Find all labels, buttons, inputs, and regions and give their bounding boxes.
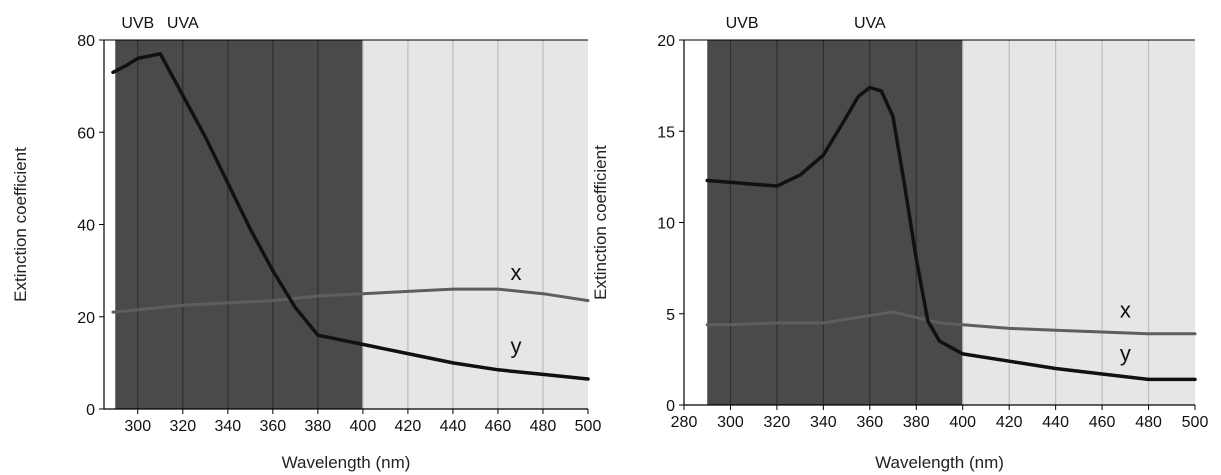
x-axis-title: Wavelength (nm): [875, 453, 1004, 472]
x-tick-label: 300: [717, 414, 744, 431]
y-tick-label: 20: [657, 33, 675, 50]
region-visible: [362, 40, 588, 409]
x-tick-label: 500: [1182, 414, 1209, 431]
x-tick-label: 320: [764, 414, 791, 431]
series-line-x: [705, 310, 1197, 336]
y-axis-title: Extinction coefficient: [591, 145, 610, 300]
region-uv: [115, 40, 363, 409]
region-uv: [707, 40, 963, 405]
chart-2: 0 5 10 15 20 280 300 320 340 360 380 400 420 440 460 48…: [591, 15, 1208, 472]
y-axis-title: Extinction coefficient: [11, 147, 30, 302]
x-tick-label: 380: [305, 418, 332, 435]
y-tick-label: 15: [657, 124, 675, 141]
x-tick-label: 400: [350, 418, 377, 435]
series-label-y: y: [1120, 341, 1131, 366]
region-label-uva: UVA: [167, 15, 199, 32]
x-tick-label: 460: [1089, 414, 1116, 431]
x-tick-label: 340: [214, 418, 241, 435]
y-tick-label: 20: [77, 310, 95, 327]
y-tick-label: 5: [666, 307, 675, 324]
y-tick-label: 80: [77, 33, 95, 50]
x-tick-label: 360: [856, 414, 883, 431]
series-line-y: [705, 85, 1197, 382]
x-tick-label: 320: [169, 418, 196, 435]
y-tick-label: 0: [86, 402, 95, 419]
y-tick-label: 10: [657, 216, 675, 233]
x-tick-label: 500: [575, 418, 602, 435]
region-visible: [962, 40, 1195, 405]
series-line-x: [111, 287, 590, 314]
x-tick-label: 440: [440, 418, 467, 435]
x-tick-label: 300: [124, 418, 151, 435]
x-tick-label: 280: [671, 414, 698, 431]
y-tick-label: 40: [77, 218, 95, 235]
x-tick-label: 480: [1135, 414, 1162, 431]
x-tick-label: 480: [530, 418, 557, 435]
region-label-uvb: UVB: [726, 15, 759, 32]
series-line-y: [111, 52, 590, 381]
x-tick-label: 440: [1042, 414, 1069, 431]
x-tick-label: 400: [949, 414, 976, 431]
y-tick-label: 60: [77, 125, 95, 142]
x-tick-label: 340: [810, 414, 837, 431]
x-tick-label: 360: [259, 418, 286, 435]
chart-1: 0 20 40 60 80 300 320 340 360 380 400 420 440 460 480 5…: [11, 15, 601, 472]
x-tick-label: 460: [485, 418, 512, 435]
region-label-uva: UVA: [854, 15, 886, 32]
x-axis-title: Wavelength (nm): [282, 453, 411, 472]
x-tick-label: 420: [395, 418, 422, 435]
series-label-y: y: [510, 334, 521, 359]
x-tick-label: 420: [996, 414, 1023, 431]
series-label-x: x: [1120, 297, 1131, 322]
series-label-x: x: [510, 260, 521, 285]
x-tick-label: 380: [903, 414, 930, 431]
region-label-uvb: UVB: [121, 15, 154, 32]
y-tick-label: 0: [666, 398, 675, 415]
